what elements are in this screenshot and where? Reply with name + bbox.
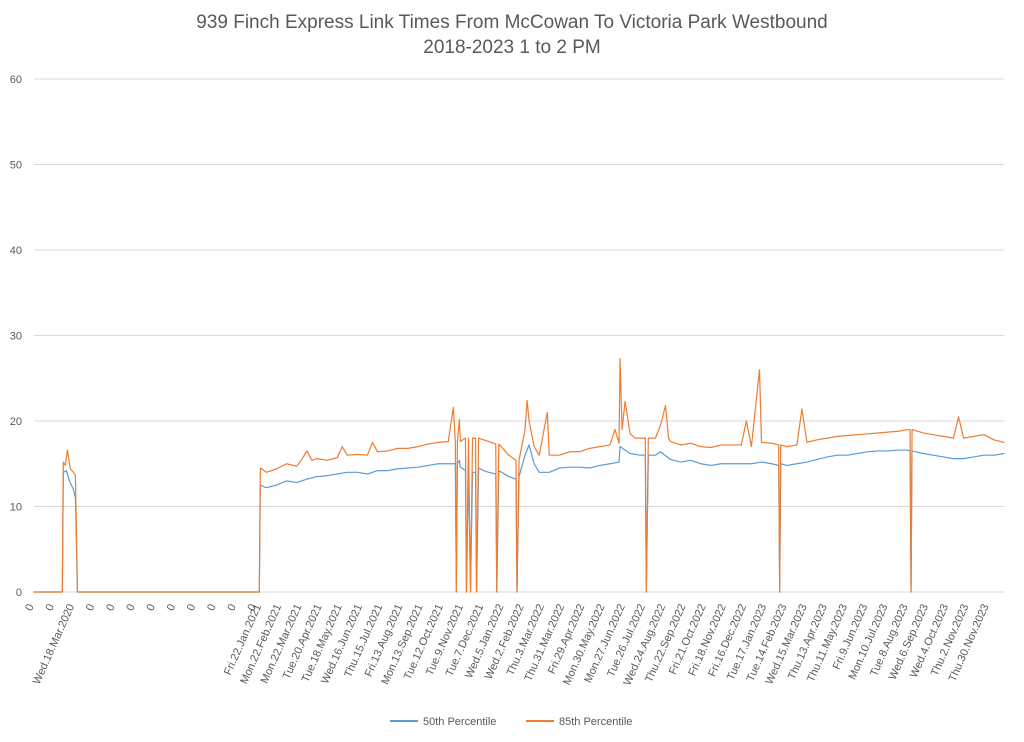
x-tick-label: 0 — [246, 602, 259, 612]
x-tick-label: 0 — [185, 602, 198, 612]
series-line-0 — [33, 444, 1005, 593]
x-tick-label: 0 — [23, 602, 36, 612]
x-tick-label: 0 — [145, 602, 158, 612]
y-tick-label-30: 30 — [10, 331, 22, 343]
x-tick-label: 0 — [225, 602, 238, 612]
y-tick-label-0: 0 — [16, 587, 22, 599]
legend: 50th Percentile 85th Percentile — [390, 716, 632, 728]
y-tick-label-50: 50 — [10, 160, 22, 172]
y-tick-label-60: 60 — [10, 74, 22, 86]
x-tick-label: 0 — [165, 602, 178, 612]
y-tick-label-20: 20 — [10, 416, 22, 428]
y-axis-labels: 0 10 20 30 40 50 60 — [10, 74, 22, 599]
chart-title-line-1: 939 Finch Express Link Times From McCowa… — [196, 12, 827, 33]
x-tick-label: 0 — [104, 602, 117, 612]
y-tick-label-10: 10 — [10, 502, 22, 514]
y-tick-label-40: 40 — [10, 245, 22, 257]
chart-title-line-2: 2018-2023 1 to 2 PM — [423, 37, 600, 58]
x-tick-label: 0 — [84, 602, 97, 612]
x-tick-label: 0 — [124, 602, 137, 612]
legend-label-85th-percentile: 85th Percentile — [559, 716, 632, 728]
legend-label-50th-percentile: 50th Percentile — [423, 716, 496, 728]
series-line-1 — [33, 357, 1005, 593]
x-tick-label: 0 — [205, 602, 218, 612]
series-lines — [33, 357, 1005, 593]
x-tick-label: 0 — [43, 602, 56, 612]
